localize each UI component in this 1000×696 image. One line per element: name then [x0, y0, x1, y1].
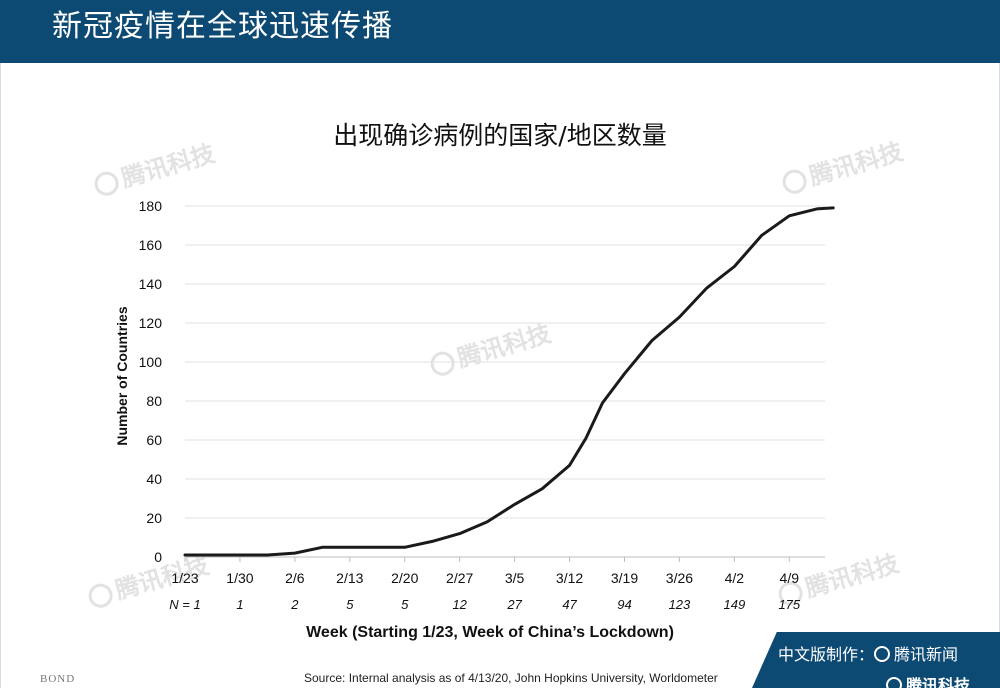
- n-label: 47: [562, 597, 577, 612]
- n-label: 123: [669, 597, 691, 612]
- x-tick-label: 3/5: [505, 570, 525, 586]
- n-label: 5: [401, 597, 409, 612]
- x-tick-label: 3/12: [556, 570, 583, 586]
- y-axis-ticks: 0 20 40 60 80 100 120 140 160 180: [139, 198, 163, 565]
- page-title: 新冠疫情在全球迅速传播: [52, 9, 393, 44]
- tencent-tech-logo-icon: [886, 677, 902, 688]
- n-label: 27: [506, 597, 522, 612]
- n-label: 5: [346, 597, 354, 612]
- chart-title: 出现确诊病例的国家/地区数量: [333, 121, 667, 150]
- y-tick-label: 180: [139, 198, 163, 214]
- y-axis-label: Number of Countries: [114, 306, 130, 446]
- y-tick-label: 80: [146, 393, 162, 409]
- credit-prefix: 中文版制作：: [778, 645, 875, 664]
- credit-banner: 中文版制作： 腾讯新闻 腾讯科技: [752, 632, 1000, 688]
- x-tick-label: 4/9: [780, 570, 800, 586]
- x-tick-label: 2/6: [285, 570, 305, 586]
- y-tick-label: 60: [146, 432, 162, 448]
- x-axis-label: Week (Starting 1/23, Week of China’s Loc…: [306, 624, 674, 641]
- x-tick-label: 1/30: [226, 570, 253, 586]
- n-label: 12: [452, 597, 467, 612]
- x-tick-label: 3/26: [666, 570, 693, 586]
- n-label: 1: [236, 597, 243, 612]
- y-tick-label: 40: [146, 471, 162, 487]
- n-label: 2: [290, 597, 299, 612]
- x-tick-label: 2/20: [391, 570, 418, 586]
- credit-line: 腾讯科技: [886, 672, 971, 695]
- n-labels: N = 1 1 2 5 5 12 27 47 94 123 149 175: [169, 597, 801, 612]
- n-label: 94: [617, 597, 631, 612]
- x-tick-label: 1/23: [171, 570, 198, 586]
- x-tick-label: 2/27: [446, 570, 473, 586]
- n-label: 175: [778, 597, 800, 612]
- credit-line: 中文版制作： 腾讯新闻: [778, 641, 958, 665]
- n-label: N = 1: [169, 597, 200, 612]
- x-tick-label: 3/19: [611, 570, 638, 586]
- source-note: Source: Internal analysis as of 4/13/20,…: [304, 671, 718, 685]
- series-line: [183, 206, 835, 557]
- credit-brand-news: 腾讯新闻: [894, 645, 959, 664]
- x-axis-ticks: 1/23 1/30 2/6 2/13 2/20 2/27 3/5 3/12 3/19 3/26 4/…: [171, 557, 799, 586]
- y-tick-label: 120: [139, 315, 163, 331]
- n-label: 149: [724, 597, 746, 612]
- y-tick-label: 20: [146, 510, 162, 526]
- y-tick-label: 100: [139, 354, 163, 370]
- header-bar: 新冠疫情在全球迅速传播: [0, 0, 1000, 63]
- bond-logo: BOND: [40, 673, 76, 685]
- y-tick-label: 0: [154, 549, 162, 565]
- tencent-news-logo-icon: [874, 646, 891, 662]
- y-tick-label: 140: [139, 276, 163, 292]
- grid-lines: [185, 205, 825, 558]
- y-tick-label: 160: [139, 237, 163, 253]
- x-tick-label: 4/2: [725, 570, 745, 586]
- x-tick-label: 2/13: [336, 570, 363, 586]
- credit-brand-tech: 腾讯科技: [906, 676, 971, 695]
